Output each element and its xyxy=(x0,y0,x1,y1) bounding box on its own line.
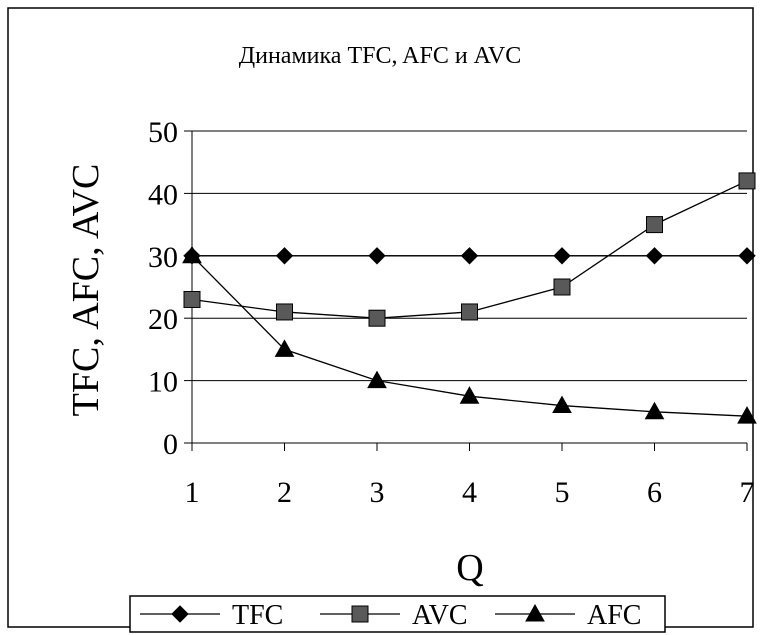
data-point-afc xyxy=(459,386,480,404)
x-tick-label: 2 xyxy=(277,476,292,509)
y-tick-label: 0 xyxy=(163,428,178,461)
data-point-tfc xyxy=(368,247,386,265)
x-tick-labels: 1 2 3 4 5 6 7 xyxy=(185,476,755,509)
data-point-avc xyxy=(738,172,756,190)
data-point-afc xyxy=(274,339,295,357)
data-point-avc xyxy=(553,278,571,296)
legend-label: AVC xyxy=(412,600,468,631)
data-point-afc xyxy=(552,395,572,414)
legend: TFC AVC AFC xyxy=(129,595,666,633)
data-point-avc xyxy=(183,290,201,308)
data-point-avc xyxy=(646,216,663,234)
chart-title: Динамика TFC, AFC и AVC xyxy=(239,43,522,69)
data-point-tfc xyxy=(275,247,294,265)
legend-item-avc: AVC xyxy=(320,600,468,631)
y-tick-label: 20 xyxy=(148,303,178,336)
x-axis-title: Q xyxy=(456,547,483,589)
y-tick-labels: 0 10 20 30 40 50 xyxy=(148,116,178,461)
data-point-afc xyxy=(737,406,757,424)
data-point-avc xyxy=(461,303,478,321)
x-tick-label: 7 xyxy=(740,476,755,509)
y-tick-label: 50 xyxy=(148,116,178,149)
legend-label: AFC xyxy=(587,600,641,631)
data-point-tfc xyxy=(553,247,571,265)
legend-label: TFC xyxy=(232,600,283,631)
data-point-tfc xyxy=(460,247,479,265)
y-tick-label: 10 xyxy=(148,366,178,399)
data-point-afc xyxy=(182,245,202,264)
data-point-afc xyxy=(644,401,665,420)
x-tick-label: 4 xyxy=(462,476,477,509)
series-layer xyxy=(182,172,757,424)
data-point-tfc xyxy=(738,247,756,265)
y-tick-label: 30 xyxy=(148,241,178,274)
x-tick-label: 5 xyxy=(555,476,570,509)
x-tick-label: 3 xyxy=(370,476,385,509)
legend-item-tfc: TFC xyxy=(140,600,283,631)
series-avc xyxy=(183,172,756,327)
legend-marker-tfc xyxy=(171,605,189,623)
data-point-tfc xyxy=(645,247,664,265)
series-afc xyxy=(182,245,757,424)
data-point-avc xyxy=(276,303,293,321)
series-tfc xyxy=(183,247,756,265)
data-point-avc xyxy=(368,309,386,327)
legend-marker-afc xyxy=(525,603,545,622)
x-tick-label: 1 xyxy=(185,476,200,509)
legend-item-afc: AFC xyxy=(495,600,641,631)
x-tick-label: 6 xyxy=(647,476,662,509)
legend-marker-avc xyxy=(351,605,369,623)
y-axis-title: TFC, AFC, AVC xyxy=(65,164,107,417)
data-point-afc xyxy=(367,370,387,389)
y-tick-label: 40 xyxy=(148,178,178,211)
